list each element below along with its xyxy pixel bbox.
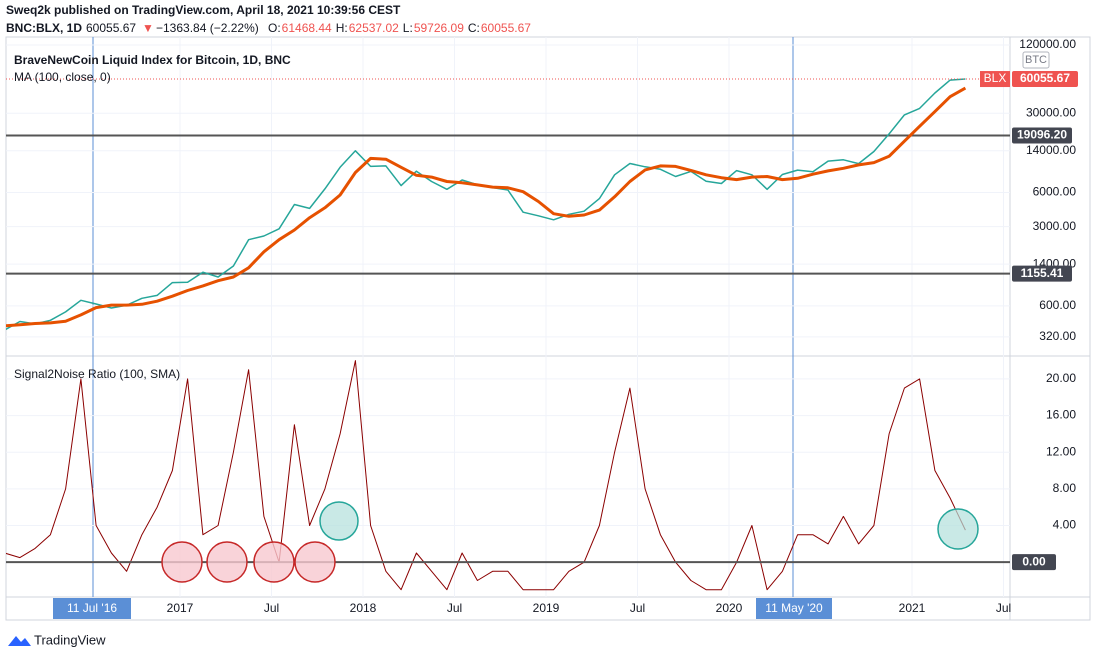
y-tick-label: 120000.00 — [1019, 37, 1076, 51]
x-tick-label: Jul — [630, 601, 645, 615]
price-pane — [6, 78, 1010, 331]
x-tick-label: Jul — [264, 601, 279, 615]
y-tick-label: 6000.00 — [1033, 185, 1077, 199]
price-label-box — [1012, 127, 1072, 144]
currency: BTC — [1025, 54, 1047, 66]
price-label-box — [1012, 265, 1072, 282]
price: 60055.67 — [86, 21, 136, 35]
x-tick-label: Jul — [447, 601, 462, 615]
teal-circle — [937, 508, 979, 550]
ohlc-value: 62537.02 — [349, 21, 399, 35]
logo — [8, 636, 31, 646]
x-tick-label: 2021 — [899, 601, 926, 615]
last-price-box — [1012, 71, 1078, 88]
y-tick-label: 320.00 — [1039, 329, 1076, 343]
x-tick-label: 2019 — [533, 601, 560, 615]
ohlc-key: O: — [268, 21, 281, 35]
arrow: ▼ — [142, 21, 154, 35]
y-tick-label: 16.00 — [1046, 408, 1076, 422]
currency-box — [1022, 51, 1050, 69]
red-circle — [161, 541, 203, 583]
zero-label: 0.00 — [1022, 554, 1046, 568]
y-tick-label: 600.00 — [1039, 298, 1076, 312]
ohlc-key: C: — [468, 21, 480, 35]
y-tick-label: 12.00 — [1046, 444, 1076, 458]
crosshair-label: 11 Jul '16 — [67, 601, 117, 615]
x-tick-label: 2018 — [350, 601, 377, 615]
crosshair-label-box — [53, 598, 131, 619]
pane-title: BraveNewCoin Liquid Index for Bitcoin, 1… — [14, 53, 291, 67]
red-circle — [206, 541, 248, 583]
last-price: 60055.67 — [1020, 71, 1070, 85]
y-tick-label: 20.00 — [1046, 371, 1076, 385]
zero-label-box — [1012, 554, 1056, 571]
y-tick-label: 4.00 — [1053, 518, 1077, 532]
series-line — [6, 360, 966, 591]
x-tick-label: Jul — [996, 601, 1011, 615]
y-tick-label: 3000.00 — [1033, 219, 1077, 233]
brand: TradingView — [34, 632, 106, 647]
y-tick-label: 14000.00 — [1026, 143, 1076, 157]
x-tick-label: 2017 — [167, 601, 194, 615]
last-name-box — [980, 71, 1010, 88]
symbol: BNC:BLX, 1D — [6, 21, 82, 35]
author-line: Sweq2k published on TradingView.com, Apr… — [6, 3, 401, 17]
ma-legend: MA (100, close, 0) — [14, 70, 111, 84]
x-tick-label: 2020 — [716, 601, 743, 615]
ohlc-key: L: — [403, 21, 413, 35]
y-tick-label: 8.00 — [1053, 481, 1077, 495]
pane-title: Signal2Noise Ratio (100, SMA) — [14, 367, 180, 381]
crosshair-label: 11 May '20 — [765, 601, 823, 615]
y-tick-label: 30000.00 — [1026, 105, 1076, 119]
red-circle — [253, 541, 295, 583]
series-line — [6, 78, 966, 331]
crosshair-label-box — [756, 598, 832, 619]
ohlc-key: H: — [336, 21, 348, 35]
ohlc-value: 60055.67 — [481, 21, 531, 35]
frame — [5, 36, 1091, 621]
annotations — [161, 501, 979, 583]
ohlc-value: 61468.44 — [282, 21, 332, 35]
last-name: BLX — [984, 71, 1007, 85]
price-label: 1155.41 — [1021, 266, 1064, 280]
red-circle — [294, 541, 336, 583]
teal-circle — [319, 501, 359, 541]
change: −1363.84 (−2.22%) — [156, 21, 259, 35]
ohlc-value: 59726.09 — [414, 21, 464, 35]
osc-pane — [6, 360, 1010, 591]
price-label: 19096.20 — [1017, 128, 1067, 142]
series-line — [6, 86, 967, 328]
